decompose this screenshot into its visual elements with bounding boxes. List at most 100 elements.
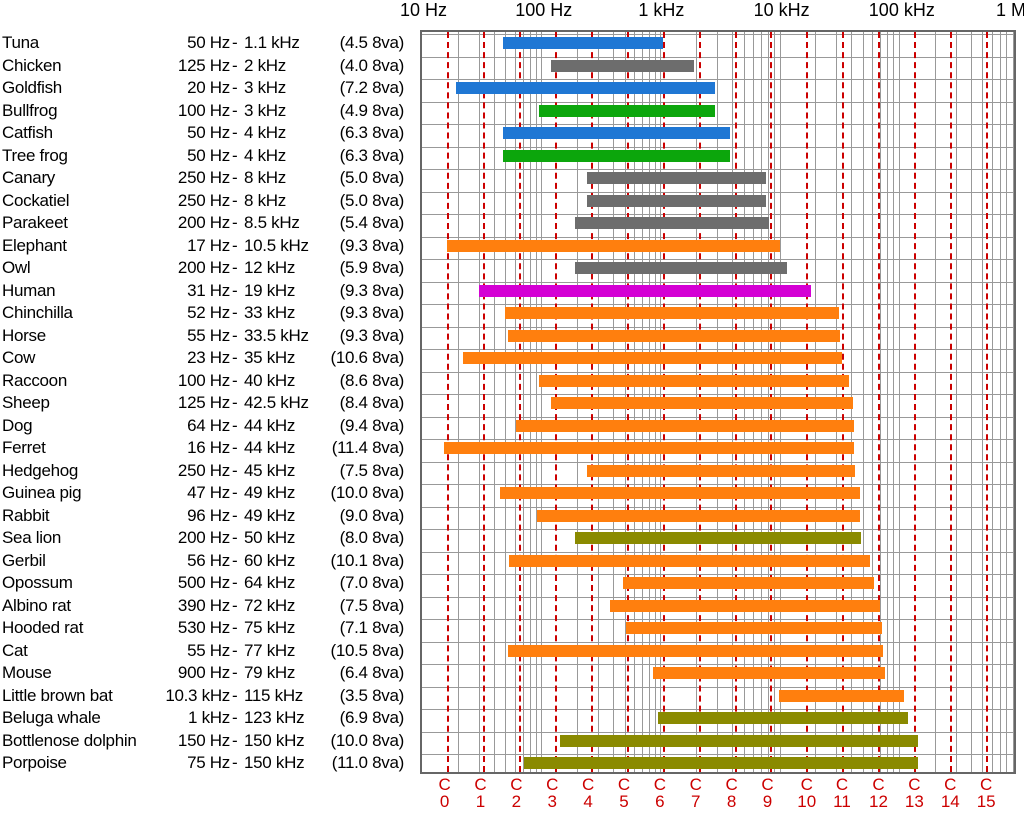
octave-span: (10.6 8va): [322, 349, 404, 366]
species-name: Sea lion: [2, 529, 61, 546]
gridline-vertical-minor: [494, 32, 495, 772]
freq-low: 50 Hz: [162, 124, 230, 141]
range-dash: -: [232, 732, 237, 749]
species-name: Hedgehog: [2, 462, 78, 479]
freq-low: 17 Hz: [162, 237, 230, 254]
gridline-vertical-minor: [523, 32, 524, 772]
freq-low: 50 Hz: [162, 34, 230, 51]
freq-high: 8 kHz: [244, 169, 316, 186]
freq-high: 49 kHz: [244, 507, 316, 524]
species-name: Beluga whale: [2, 709, 100, 726]
freq-low: 23 Hz: [162, 349, 230, 366]
hearing-range-bar: [503, 150, 730, 162]
freq-low: 50 Hz: [162, 147, 230, 164]
range-dash: -: [232, 439, 237, 456]
freq-high: 150 kHz: [244, 732, 316, 749]
c-note-label: C9: [761, 776, 773, 810]
freq-axis-label: 10 Hz: [400, 0, 447, 21]
octave-span: (4.5 8va): [322, 34, 404, 51]
freq-low: 150 Hz: [162, 732, 230, 749]
c-note-label: C14: [941, 776, 960, 810]
species-name: Chinchilla: [2, 304, 73, 321]
c-note-label: C12: [869, 776, 888, 810]
range-dash: -: [232, 169, 237, 186]
species-name: Guinea pig: [2, 484, 81, 501]
species-name: Elephant: [2, 237, 67, 254]
freq-low: 56 Hz: [162, 552, 230, 569]
freq-high: 64 kHz: [244, 574, 316, 591]
octave-span: (9.4 8va): [322, 417, 404, 434]
species-name: Albino rat: [2, 597, 71, 614]
hearing-range-bar: [551, 60, 695, 72]
range-dash: -: [232, 79, 237, 96]
freq-low: 250 Hz: [162, 462, 230, 479]
freq-high: 79 kHz: [244, 664, 316, 681]
species-name: Cockatiel: [2, 192, 69, 209]
gridline-c-note: [878, 32, 880, 772]
species-name: Porpoise: [2, 754, 67, 771]
gridline-vertical-minor: [893, 32, 894, 772]
freq-high: 19 kHz: [244, 282, 316, 299]
range-dash: -: [232, 484, 237, 501]
range-dash: -: [232, 34, 237, 51]
freq-low: 31 Hz: [162, 282, 230, 299]
freq-high: 3 kHz: [244, 79, 316, 96]
hearing-range-bar: [447, 240, 780, 252]
freq-high: 2 kHz: [244, 57, 316, 74]
c-note-label: C8: [726, 776, 738, 810]
species-name: Little brown bat: [2, 687, 113, 704]
hearing-range-bar: [658, 712, 907, 724]
freq-high: 45 kHz: [244, 462, 316, 479]
hearing-range-bar: [587, 172, 766, 184]
freq-low: 200 Hz: [162, 259, 230, 276]
octave-span: (6.3 8va): [322, 124, 404, 141]
gridline-c-note: [519, 32, 521, 772]
c-note-label: C10: [797, 776, 816, 810]
range-dash: -: [232, 754, 237, 771]
hearing-range-bar: [587, 195, 766, 207]
range-dash: -: [232, 462, 237, 479]
freq-high: 4 kHz: [244, 124, 316, 141]
species-name: Dog: [2, 417, 32, 434]
hearing-range-bar: [623, 577, 874, 589]
hearing-range-bar: [444, 442, 854, 454]
octave-span: (9.3 8va): [322, 327, 404, 344]
species-name: Ferret: [2, 439, 46, 456]
gridline-vertical-minor: [982, 32, 983, 772]
range-dash: -: [232, 147, 237, 164]
freq-low: 125 Hz: [162, 57, 230, 74]
gridline-vertical-minor: [530, 32, 531, 772]
freq-axis-label: 10 kHz: [754, 0, 810, 21]
freq-low: 200 Hz: [162, 529, 230, 546]
freq-high: 150 kHz: [244, 754, 316, 771]
gridline-c-note: [447, 32, 449, 772]
freq-high: 8 kHz: [244, 192, 316, 209]
octave-span: (9.3 8va): [322, 282, 404, 299]
freq-high: 123 kHz: [244, 709, 316, 726]
range-dash: -: [232, 349, 237, 366]
gridline-vertical-minor: [992, 32, 993, 772]
range-dash: -: [232, 57, 237, 74]
range-dash: -: [232, 574, 237, 591]
freq-low: 100 Hz: [162, 102, 230, 119]
gridline-vertical-minor: [872, 32, 873, 772]
octave-span: (7.5 8va): [322, 462, 404, 479]
hearing-range-bar: [479, 285, 811, 297]
gridline-c-note: [986, 32, 988, 772]
range-dash: -: [232, 237, 237, 254]
hearing-range-bar: [503, 37, 663, 49]
species-name: Rabbit: [2, 507, 49, 524]
hearing-range-chart: 10 Hz100 Hz1 kHz10 kHz100 kHz1 MHzC0C1C2…: [0, 0, 1024, 820]
octave-span: (9.0 8va): [322, 507, 404, 524]
species-name: Hooded rat: [2, 619, 83, 636]
freq-low: 125 Hz: [162, 394, 230, 411]
hearing-range-bar: [575, 532, 861, 544]
octave-span: (10.0 8va): [322, 484, 404, 501]
octave-span: (9.3 8va): [322, 304, 404, 321]
octave-span: (9.3 8va): [322, 237, 404, 254]
octave-span: (10.0 8va): [322, 732, 404, 749]
hearing-range-bar: [503, 127, 730, 139]
gridline-vertical-minor: [935, 32, 936, 772]
range-dash: -: [232, 552, 237, 569]
gridline-vertical-minor: [880, 32, 881, 772]
